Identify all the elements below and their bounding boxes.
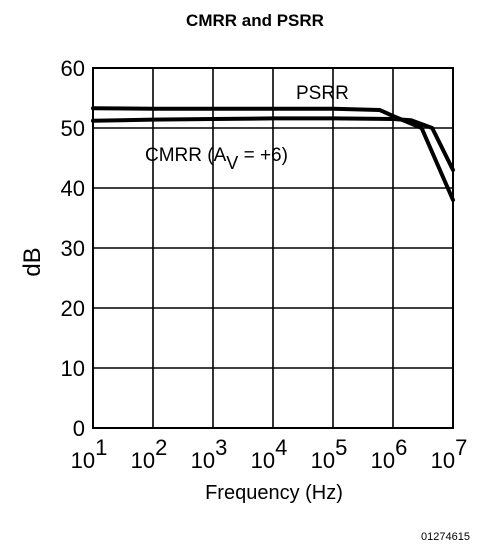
series-line-psrr — [91, 106, 455, 202]
x-tick-label: 105 — [311, 435, 348, 473]
grid — [92, 67, 454, 429]
y-axis-ticks: 0 10 20 30 40 50 60 — [61, 56, 85, 441]
y-tick-label: 60 — [61, 56, 85, 81]
x-tick-base: 10 — [251, 448, 275, 473]
x-tick-label: 106 — [371, 435, 408, 473]
cmrr-annotation-suffix: = +6) — [238, 145, 288, 166]
series-line-cmrr — [91, 116, 455, 172]
y-tick-label: 50 — [61, 116, 85, 141]
y-tick-label: 10 — [61, 356, 85, 381]
x-tick-exponent: 7 — [455, 435, 467, 460]
y-tick-label: 20 — [61, 296, 85, 321]
y-tick-label: 40 — [61, 176, 85, 201]
y-axis-label: dB — [19, 247, 46, 276]
plot-frame — [92, 67, 454, 429]
x-tick-label: 103 — [191, 435, 228, 473]
x-tick-label: 101 — [71, 435, 108, 473]
cmrr-annotation-subscript: V — [226, 153, 238, 173]
x-tick-exponent: 4 — [275, 435, 287, 460]
cmrr-annotation-prefix: CMRR (A — [145, 145, 227, 166]
x-tick-base: 10 — [371, 448, 395, 473]
x-tick-base: 10 — [71, 448, 95, 473]
cmrr-annotation: CMRR (AV = +6) — [145, 145, 288, 173]
y-tick-label: 30 — [61, 236, 85, 261]
x-tick-label: 104 — [251, 435, 288, 473]
x-tick-exponent: 3 — [215, 435, 227, 460]
x-tick-base: 10 — [431, 448, 455, 473]
x-tick-exponent: 5 — [335, 435, 347, 460]
y-tick-label: 0 — [73, 416, 85, 441]
x-tick-base: 10 — [131, 448, 155, 473]
chart-title: CMRR and PSRR — [186, 11, 324, 30]
x-tick-exponent: 1 — [95, 435, 107, 460]
x-tick-exponent: 6 — [395, 435, 407, 460]
x-tick-base: 10 — [191, 448, 215, 473]
series-group — [91, 106, 455, 202]
x-tick-exponent: 2 — [155, 435, 167, 460]
psrr-annotation: PSRR — [296, 83, 349, 104]
x-axis-label: Frequency (Hz) — [205, 482, 343, 504]
x-tick-base: 10 — [311, 448, 335, 473]
x-tick-label: 102 — [131, 435, 168, 473]
figure-code: 01274615 — [421, 531, 470, 543]
x-tick-label: 107 — [431, 435, 468, 473]
